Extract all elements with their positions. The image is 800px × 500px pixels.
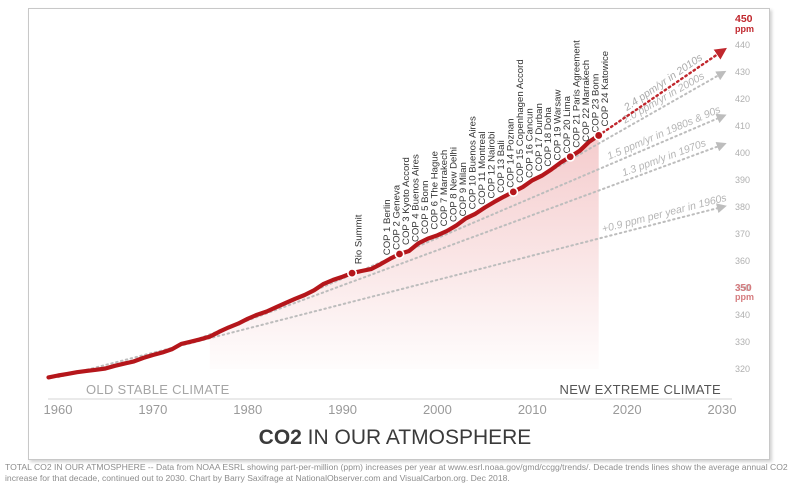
y-mid-value: 350	[735, 283, 752, 294]
x-tick-1960: 1960	[44, 402, 73, 417]
y-tick-410: 410	[735, 121, 750, 131]
event-label-6: COP 5 Bonn	[420, 180, 431, 234]
event-label-19: COP 18 Doha	[543, 106, 554, 166]
region-right-label: NEW EXTREME CLIMATE	[560, 382, 722, 397]
y-tick-440: 440	[735, 40, 750, 50]
chart-title-bold: CO2	[259, 426, 302, 449]
event-label-25: COP 24 Katowice	[600, 51, 611, 127]
event-label-21: COP 20 Lima	[562, 95, 573, 153]
y-tick-400: 400	[735, 148, 750, 158]
event-label-8: COP 7 Marrakech	[439, 150, 450, 227]
event-label-5: COP 4 Buenos Aires	[410, 154, 421, 242]
area-under-curve	[209, 135, 599, 369]
trend-label-1: +0.9 ppm per year in 1960s	[601, 192, 729, 236]
y-tick-380: 380	[735, 202, 750, 212]
x-tick-1990: 1990	[328, 402, 357, 417]
y-tick-340: 340	[735, 310, 750, 320]
event-marker-16	[508, 186, 519, 197]
event-label-13: COP 12 Nairobi	[486, 132, 497, 199]
event-label-7: COP 6 The Hague	[429, 151, 440, 230]
event-marker-25	[593, 130, 604, 141]
x-tick-2020: 2020	[613, 402, 642, 417]
event-marker-4	[394, 248, 405, 259]
x-tick-1980: 1980	[233, 402, 262, 417]
event-label-10: COP 9 Milan	[458, 162, 469, 216]
y-tick-420: 420	[735, 94, 750, 104]
chart-frame	[28, 8, 770, 460]
x-tick-2030: 2030	[708, 402, 737, 417]
chart-title-rest: IN OUR ATMOSPHERE	[302, 426, 531, 449]
event-label-11: COP 10 Buenos Aires	[467, 116, 478, 209]
x-tick-2000: 2000	[423, 402, 452, 417]
y-tick-390: 390	[735, 175, 750, 185]
event-label-15: COP 14 Poznan	[505, 119, 516, 188]
event-label-12: COP 11 Montreal	[477, 132, 488, 205]
event-label-23: COP 22 Marrakech	[581, 60, 592, 142]
event-label-9: COP 8 New Delhi	[448, 147, 459, 222]
event-label-20: COP 19 Warsaw	[553, 89, 564, 160]
event-label-3: COP 2 Geneva	[391, 184, 402, 250]
chart-title: CO2 IN OUR ATMOSPHERE	[259, 426, 532, 449]
event-label-16: COP 15 Copenhagen Accord	[515, 59, 526, 183]
event-label-14: COP 13 Bali	[496, 140, 507, 193]
y-tick-350: 350	[735, 283, 750, 293]
event-label-18: COP 17 Durban	[534, 103, 545, 171]
event-label-4: COP 3 Kyoto Accord	[401, 157, 412, 245]
event-marker-22	[565, 151, 576, 162]
event-label-22: COP 21 Paris Agreement	[572, 40, 583, 148]
x-tick-1970: 1970	[138, 402, 167, 417]
y-tick-330: 330	[735, 337, 750, 347]
y-tick-430: 430	[735, 67, 750, 77]
event-label-17: COP 16 Cancun	[524, 108, 535, 178]
region-left-label: OLD STABLE CLIMATE	[86, 382, 230, 397]
chart-caption: TOTAL CO2 IN OUR ATMOSPHERE -- Data from…	[5, 462, 788, 483]
y-mid-unit: ppm	[735, 292, 754, 302]
y-tick-360: 360	[735, 256, 750, 266]
event-marker-1	[347, 268, 358, 279]
event-label-1: Rio Summit	[354, 214, 365, 264]
event-label-24: COP 23 Bonn	[591, 74, 602, 133]
y-top-value: 450	[735, 13, 753, 25]
trend-line-5	[597, 47, 727, 137]
x-tick-2010: 2010	[518, 402, 547, 417]
co2-series-line	[46, 133, 601, 380]
y-top-unit: ppm	[735, 24, 754, 34]
y-tick-320: 320	[735, 364, 750, 374]
event-label-2: COP 1 Berlin	[382, 199, 393, 255]
trend-line-3	[246, 113, 727, 321]
y-tick-370: 370	[735, 229, 750, 239]
